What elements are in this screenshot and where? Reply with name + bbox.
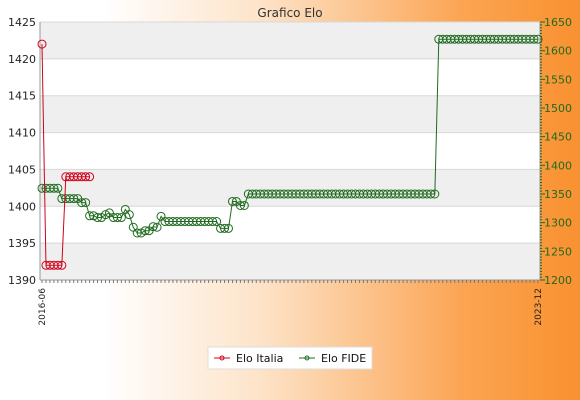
x-tick-label: 2016-06 <box>38 288 48 326</box>
data-point <box>37 39 47 49</box>
data-point <box>124 210 134 220</box>
plot-band <box>40 243 540 280</box>
data-point <box>49 183 59 193</box>
data-point <box>132 228 142 238</box>
data-point <box>81 198 91 208</box>
legend-label-fide: Elo FIDE <box>321 352 366 365</box>
right-tick-label: 1250 <box>544 245 572 258</box>
data-point <box>235 200 245 210</box>
left-tick-label: 1420 <box>8 53 36 66</box>
legend-marker-fide <box>304 355 310 361</box>
data-point <box>227 196 237 206</box>
legend: Elo Italia Elo FIDE <box>207 346 373 370</box>
data-point <box>57 260 67 270</box>
data-point <box>533 34 543 44</box>
x-axis: 2016-06 2023-12 <box>38 279 544 326</box>
data-point <box>53 183 63 193</box>
series-elo-italia <box>37 39 95 270</box>
plot-background <box>40 22 540 280</box>
plot-band <box>40 22 540 59</box>
right-tick-label: 1650 <box>544 16 572 29</box>
data-point <box>430 189 440 199</box>
left-tick-label: 1415 <box>8 90 36 103</box>
data-point <box>77 198 87 208</box>
series-line <box>42 38 538 234</box>
left-tick-label: 1425 <box>8 16 36 29</box>
data-point <box>81 172 91 182</box>
series-elo-fide <box>37 34 543 238</box>
plot-band <box>40 95 540 133</box>
data-point <box>69 194 79 204</box>
left-tick-label: 1400 <box>8 200 36 213</box>
data-point <box>112 213 122 223</box>
right-tick-label: 1200 <box>544 274 572 287</box>
data-point <box>212 217 222 227</box>
right-tick-label: 1350 <box>544 188 572 201</box>
right-y-axis: 1200 1250 1300 1350 1400 1450 1500 1550 1600 1650 <box>539 16 572 287</box>
data-point <box>529 34 539 44</box>
data-point <box>53 260 63 270</box>
right-tick-label: 1550 <box>544 73 572 86</box>
left-y-axis: 1390 1395 1400 1405 1410 1415 1420 1425 <box>8 16 41 287</box>
right-tick-label: 1450 <box>544 131 572 144</box>
plot-band <box>40 169 540 207</box>
left-tick-label: 1390 <box>8 274 36 287</box>
right-tick-label: 1600 <box>544 45 572 58</box>
data-point <box>426 189 436 199</box>
data-point <box>148 222 158 232</box>
x-tick-label: 2023-12 <box>534 288 544 326</box>
chart-title: Grafico Elo <box>257 6 322 20</box>
data-point <box>220 223 230 233</box>
legend-marker-italia <box>219 355 225 361</box>
left-tick-label: 1410 <box>8 127 36 140</box>
data-point <box>152 222 162 232</box>
legend-label-italia: Elo Italia <box>236 352 283 365</box>
data-point <box>93 213 103 223</box>
right-tick-label: 1500 <box>544 102 572 115</box>
plot-area <box>40 22 540 280</box>
data-point <box>116 213 126 223</box>
right-tick-label: 1400 <box>544 159 572 172</box>
left-tick-label: 1395 <box>8 237 36 250</box>
left-tick-label: 1405 <box>8 163 36 176</box>
data-point <box>85 172 95 182</box>
data-point <box>239 200 249 210</box>
data-point <box>223 223 233 233</box>
data-point <box>100 210 110 220</box>
right-tick-label: 1300 <box>544 217 572 230</box>
data-point <box>208 217 218 227</box>
legend-box <box>207 346 373 370</box>
data-point <box>140 226 150 236</box>
